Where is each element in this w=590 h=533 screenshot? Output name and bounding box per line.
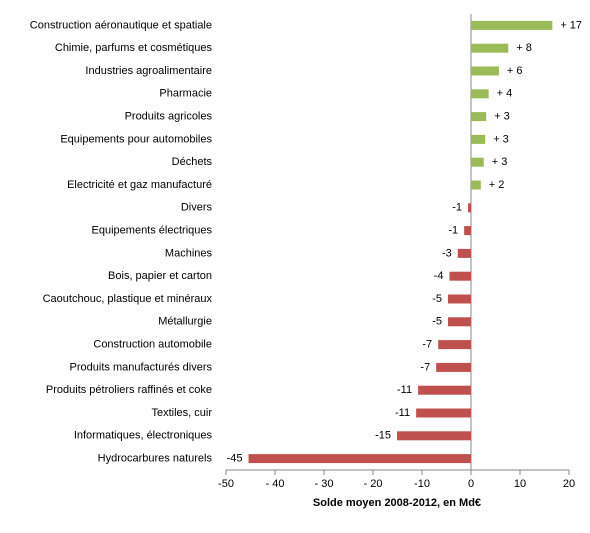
category-label: Caoutchouc, plastique et minéraux [43, 293, 213, 305]
value-label: -3 [442, 247, 452, 259]
category-label: Produits agricoles [125, 111, 213, 123]
bar [449, 271, 471, 281]
category-label: Chimie, parfums et cosmétiques [55, 42, 213, 54]
x-tick-label: -10 [414, 478, 430, 490]
value-label: -4 [434, 270, 444, 282]
value-label: -1 [452, 202, 462, 214]
bar [471, 89, 489, 99]
category-label: Industries agroalimentaire [85, 65, 212, 77]
value-label: + 3 [492, 156, 508, 168]
value-label: -45 [227, 453, 243, 465]
value-label: -7 [422, 339, 432, 351]
bar [416, 408, 471, 418]
value-label: -15 [375, 430, 391, 442]
category-label: Equipements pour automobiles [60, 133, 212, 145]
x-tick-label: - 30 [315, 478, 334, 490]
x-tick-label: 0 [468, 478, 474, 490]
bar [471, 112, 487, 122]
bar [447, 317, 471, 327]
category-label: Pharmacie [159, 88, 212, 100]
bar [436, 362, 471, 372]
value-label: -1 [448, 225, 458, 237]
bar [418, 385, 471, 395]
x-tick-label: 10 [514, 478, 526, 490]
bar [471, 66, 499, 76]
category-label: Electricité et gaz manufacturé [67, 179, 212, 191]
value-label: + 2 [489, 179, 505, 191]
value-label: -7 [420, 361, 430, 373]
bar [471, 20, 553, 30]
category-label: Métallurgie [158, 316, 212, 328]
value-label: + 4 [497, 88, 513, 100]
category-label: Textiles, cuir [151, 407, 212, 419]
bar [471, 157, 484, 167]
x-tick-label: 20 [563, 478, 575, 490]
category-label: Machines [165, 247, 213, 259]
category-label: Informatiques, électroniques [74, 430, 213, 442]
x-tick-label: - 40 [266, 478, 285, 490]
category-label: Divers [181, 202, 213, 214]
value-label: + 3 [494, 111, 510, 123]
value-label: + 8 [516, 42, 532, 54]
value-label: -5 [432, 316, 442, 328]
value-label: + 6 [507, 65, 523, 77]
category-label: Produits manufacturés divers [70, 361, 213, 373]
bar [471, 180, 481, 190]
value-label: + 17 [560, 19, 582, 31]
bar [471, 134, 486, 144]
bar [397, 431, 471, 441]
bar [471, 43, 509, 53]
value-label: + 3 [493, 133, 509, 145]
category-label: Produits pétroliers raffinés et coke [46, 384, 212, 396]
value-label: -5 [432, 293, 442, 305]
value-label: -11 [397, 384, 412, 396]
category-label: Déchets [172, 156, 213, 168]
x-axis-title: Solde moyen 2008-2012, en Md€ [313, 497, 481, 509]
x-tick-label: -50 [218, 478, 234, 490]
bar [248, 454, 471, 464]
category-label: Equipements électriques [92, 225, 213, 237]
category-label: Hydrocarbures naturels [98, 453, 213, 465]
bar [464, 226, 471, 236]
bar [447, 294, 471, 304]
bar [468, 203, 471, 213]
category-label: Construction aéronautique et spatiale [30, 19, 212, 31]
bar [438, 340, 471, 350]
category-label: Bois, papier et carton [108, 270, 212, 282]
bar [457, 248, 471, 258]
x-tick-label: - 20 [364, 478, 383, 490]
value-label: -11 [395, 407, 410, 419]
category-label: Construction automobile [93, 339, 212, 351]
